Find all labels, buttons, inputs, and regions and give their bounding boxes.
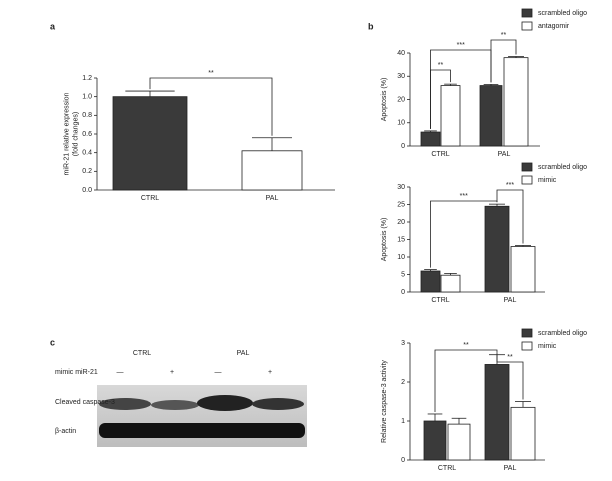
significance-bracket: [496, 189, 524, 244]
significance-label: **: [208, 70, 214, 77]
x-tick-label: CTRL: [438, 465, 456, 472]
y-tick-label: 15: [397, 236, 405, 243]
y-tick-label: 20: [397, 219, 405, 226]
band: [197, 395, 253, 411]
bar: [510, 406, 536, 461]
bar: [510, 246, 536, 293]
y-tick-label: 30: [397, 73, 405, 80]
legend-label: scrambled oligo: [538, 330, 587, 337]
treatment: +: [170, 369, 174, 376]
y-tick-label: 0: [401, 457, 405, 464]
row-label: mimic miR-21: [55, 369, 98, 376]
legend-swatch: [521, 328, 533, 338]
bar: [484, 205, 510, 293]
bar: [420, 270, 441, 293]
y-tick-label: 10: [397, 120, 405, 127]
y-tick-label: 0: [401, 289, 405, 296]
y-tick-label: 1.0: [82, 94, 92, 101]
bar: [479, 85, 503, 147]
bar: [241, 150, 303, 191]
y-axis-label: miR-21 relative expression: [63, 92, 70, 175]
x-tick-label: CTRL: [431, 297, 449, 304]
treatment: +: [268, 369, 272, 376]
y-tick-label: 30: [397, 184, 405, 191]
group-label: CTRL: [133, 350, 151, 357]
legend-label: scrambled oligo: [538, 10, 587, 17]
y-tick-label: 40: [397, 50, 405, 57]
band: [99, 398, 151, 410]
legend-label: mimic: [538, 177, 557, 184]
x-tick-label: PAL: [266, 195, 279, 202]
x-tick-label: CTRL: [141, 195, 159, 202]
significance-label: **: [501, 32, 507, 39]
y-axis-label: (fold changes): [72, 112, 79, 156]
band: [252, 398, 304, 410]
legend-swatch: [521, 341, 533, 351]
x-tick-label: PAL: [498, 151, 511, 158]
legend-swatch: [521, 162, 533, 172]
bar: [112, 96, 188, 191]
significance-label: ***: [506, 182, 514, 189]
treatment: —: [215, 369, 222, 376]
significance-bracket: [430, 49, 492, 129]
bar: [503, 57, 529, 147]
significance-bracket: [149, 77, 273, 136]
bar: [423, 420, 447, 461]
blot: CTRL PAL mimic miR-21 — + — + Cleaved ca…: [55, 350, 307, 447]
significance-label: ***: [457, 42, 465, 49]
treatment: —: [117, 369, 124, 376]
significance-label: **: [507, 354, 513, 361]
group-label: PAL: [237, 350, 250, 357]
legend-label: mimic: [538, 343, 557, 350]
significance-bracket: [434, 349, 498, 412]
band: [99, 423, 305, 438]
bar: [440, 85, 461, 147]
y-tick-label: 5: [401, 271, 405, 278]
x-tick-label: PAL: [504, 465, 517, 472]
y-tick-label: 0.0: [82, 187, 92, 194]
band-label: β-actin: [55, 428, 76, 435]
significance-bracket: [496, 352, 524, 400]
bar: [420, 131, 441, 147]
y-tick-label: 1.2: [82, 75, 92, 82]
y-tick-label: 0: [401, 143, 405, 150]
y-tick-label: 3: [401, 340, 405, 347]
band-label: Cleaved caspase-3: [55, 399, 115, 406]
panel-label: a: [50, 21, 56, 31]
significance-label: **: [463, 342, 469, 349]
panel-label: c: [50, 337, 55, 347]
legend-swatch: [521, 21, 533, 31]
legend-swatch: [521, 175, 533, 185]
panel-label: b: [368, 21, 374, 31]
x-tick-label: PAL: [504, 297, 517, 304]
y-axis-label: Apoptosis (%): [381, 218, 388, 262]
y-tick-label: 25: [397, 201, 405, 208]
legend-label: scrambled oligo: [538, 164, 587, 171]
y-tick-label: 0.8: [82, 112, 92, 119]
bar: [484, 364, 510, 461]
significance-label: **: [438, 62, 444, 69]
y-tick-label: 10: [397, 254, 405, 261]
y-tick-label: 0.2: [82, 168, 92, 175]
legend-label: antagomir: [538, 23, 570, 30]
y-tick-label: 2: [401, 379, 405, 386]
y-tick-label: 0.4: [82, 150, 92, 157]
legend-swatch: [521, 8, 533, 18]
band: [151, 400, 199, 410]
y-tick-label: 0.6: [82, 131, 92, 138]
x-tick-label: CTRL: [431, 151, 449, 158]
y-tick-label: 20: [397, 96, 405, 103]
significance-label: ***: [460, 193, 468, 200]
y-tick-label: 1: [401, 418, 405, 425]
y-axis-label: Apoptosis (%): [381, 78, 388, 122]
bar: [447, 423, 471, 461]
y-axis-label: Relative caspase-3 activity: [381, 360, 388, 443]
bar: [440, 274, 461, 293]
